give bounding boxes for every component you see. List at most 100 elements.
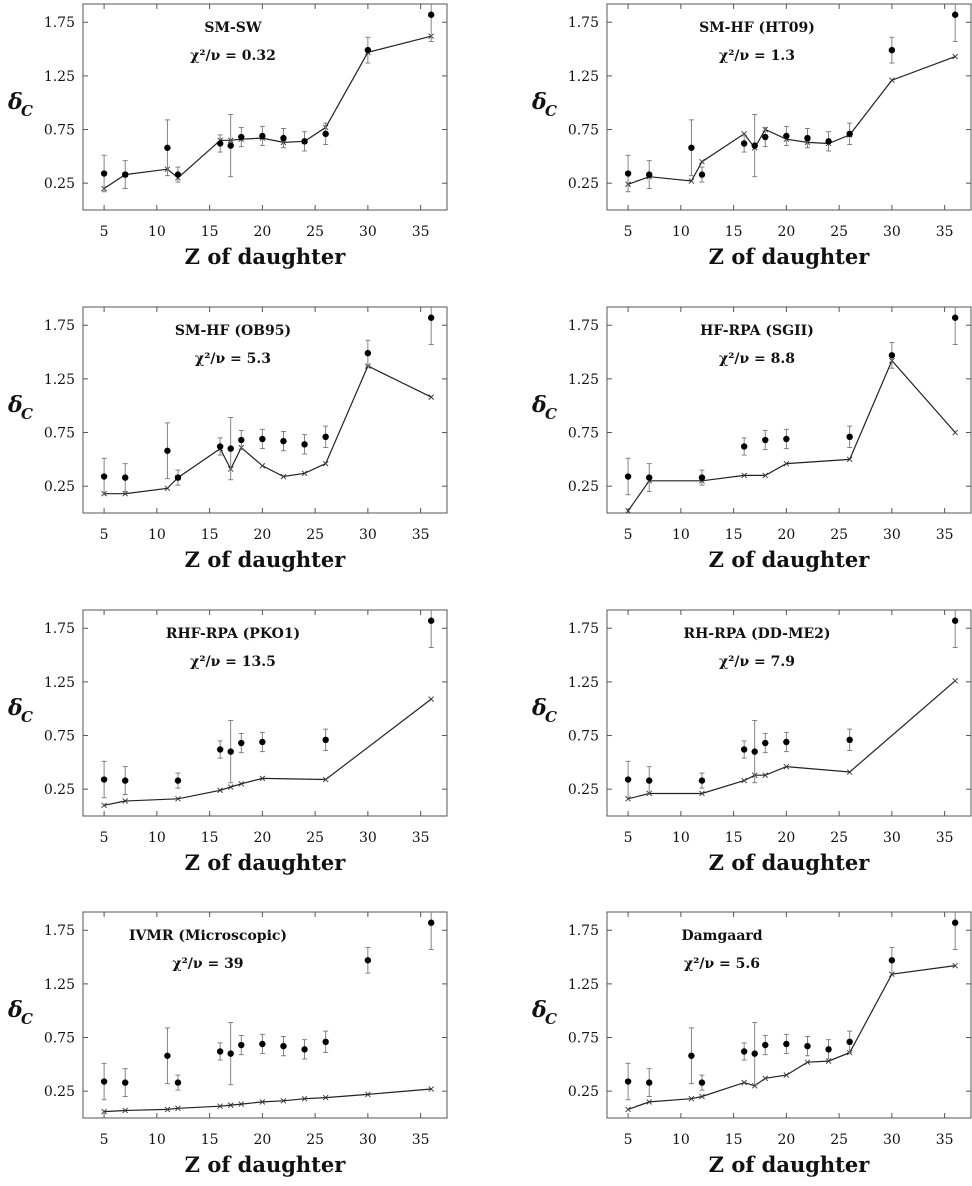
x-tick-label: 35: [936, 224, 954, 240]
y-axis-label-subscript: C: [21, 102, 33, 120]
y-axis-label: δ: [7, 89, 23, 115]
y-axis-label-subscript: C: [21, 1010, 33, 1028]
theory-point: [238, 780, 245, 787]
x-axis-label: Z of daughter: [709, 1152, 871, 1177]
x-tick-label: 30: [883, 527, 901, 543]
y-tick-label: 0.25: [44, 479, 75, 495]
theory-point: [227, 784, 234, 790]
data-layer: [100, 912, 435, 1115]
y-axis-label: δ: [7, 392, 23, 418]
theory-point: [688, 178, 695, 184]
y-tick-label: 1.25: [568, 69, 599, 85]
y-tick-label: 0.25: [44, 176, 75, 192]
theory-point: [259, 1099, 266, 1105]
y-tick-label: 0.25: [568, 479, 599, 495]
theory-point: [625, 1106, 631, 1113]
experimental-point: [740, 140, 748, 147]
experimental-point: [624, 473, 632, 480]
experimental-point: [322, 736, 329, 744]
theory-point: [741, 777, 747, 784]
plot-frame: [82, 306, 448, 514]
theory-point: [952, 429, 958, 436]
x-tick-label: 10: [672, 224, 690, 240]
theory-point: [259, 462, 266, 469]
chi-squared-label: χ²/ν = 1.3: [719, 48, 795, 64]
y-tick-label: 1.75: [44, 318, 75, 334]
experimental-point: [762, 1041, 769, 1049]
plot-frame: [82, 3, 448, 211]
theory-point: [952, 677, 958, 684]
experimental-point: [280, 134, 287, 142]
theory-line: [627, 965, 956, 1110]
x-tick-label: 25: [830, 830, 848, 846]
theory-point: [741, 131, 747, 137]
x-tick-label: 25: [830, 224, 848, 240]
experimental-point: [888, 352, 896, 359]
theory-point: [280, 1098, 287, 1104]
plot-frame: [82, 911, 448, 1119]
x-tick-label: 5: [100, 224, 109, 240]
theory-point: [227, 1102, 234, 1108]
experimental-point: [646, 777, 653, 784]
y-tick-label: 0.25: [44, 1084, 75, 1100]
y-tick-label: 1.25: [568, 675, 599, 691]
x-axis-label: Z of daughter: [185, 244, 347, 269]
experimental-point: [646, 474, 653, 481]
theory-point: [164, 1106, 171, 1113]
experimental-point: [783, 132, 790, 140]
y-axis-label: δ: [531, 89, 547, 115]
plot-frame: [606, 911, 972, 1119]
experimental-point: [624, 776, 632, 783]
panel-title: SM-HF (OB95): [175, 323, 291, 339]
y-tick-label: 0.75: [568, 1031, 599, 1047]
x-tick-label: 30: [359, 224, 377, 240]
chart-panel-8: 5 10 15 20 25 30 35 0.25 0.75 1.25 1.75 Z of daught…: [531, 911, 972, 1177]
y-tick-label: 1.25: [568, 372, 599, 388]
experimental-point: [951, 11, 959, 18]
y-axis-label: δ: [531, 997, 547, 1023]
experimental-point: [100, 1078, 108, 1085]
experimental-point: [259, 738, 266, 746]
theory-point: [101, 1108, 107, 1115]
experimental-point: [751, 748, 758, 755]
x-tick-label: 15: [725, 224, 743, 240]
x-tick-label: 35: [412, 224, 430, 240]
x-tick-label: 25: [830, 1132, 848, 1148]
experimental-point: [100, 473, 108, 480]
y-tick-label: 0.75: [44, 426, 75, 442]
y-tick-label: 1.25: [568, 977, 599, 993]
experimental-point: [100, 776, 108, 783]
x-tick-label: 10: [672, 527, 690, 543]
chart-panel-3: 5 10 15 20 25 30 35 0.25 0.75 1.25 1.75 Z of daught…: [7, 306, 448, 572]
theory-point: [301, 1095, 308, 1102]
experimental-point: [174, 474, 182, 481]
x-tick-label: 10: [672, 830, 690, 846]
experimental-point: [740, 443, 748, 450]
chi-squared-label: χ²/ν = 7.9: [719, 654, 795, 670]
x-tick-label: 25: [306, 527, 324, 543]
x-tick-label: 20: [253, 830, 271, 846]
plot-frame: [606, 609, 972, 817]
plot-frame: [606, 306, 972, 514]
theory-point: [762, 472, 769, 479]
panel-title: HF-RPA (SGII): [700, 323, 814, 339]
experimental-point: [846, 130, 853, 138]
experimental-point: [804, 1042, 811, 1050]
y-tick-label: 1.75: [568, 15, 599, 31]
y-tick-label: 0.25: [568, 176, 599, 192]
experimental-point: [174, 777, 182, 784]
experimental-point: [427, 617, 435, 624]
y-tick-label: 1.75: [44, 621, 75, 637]
experimental-point: [951, 919, 959, 926]
theory-point: [428, 394, 434, 400]
x-tick-label: 35: [936, 527, 954, 543]
experimental-point: [740, 1048, 748, 1055]
theory-point: [175, 796, 181, 802]
experimental-point: [783, 435, 790, 443]
panel-title: SM-SW: [204, 20, 262, 36]
y-tick-label: 1.75: [568, 923, 599, 939]
x-tick-label: 30: [359, 830, 377, 846]
experimental-point: [238, 739, 245, 747]
theory-point: [762, 1075, 769, 1082]
theory-line: [104, 1088, 432, 1113]
